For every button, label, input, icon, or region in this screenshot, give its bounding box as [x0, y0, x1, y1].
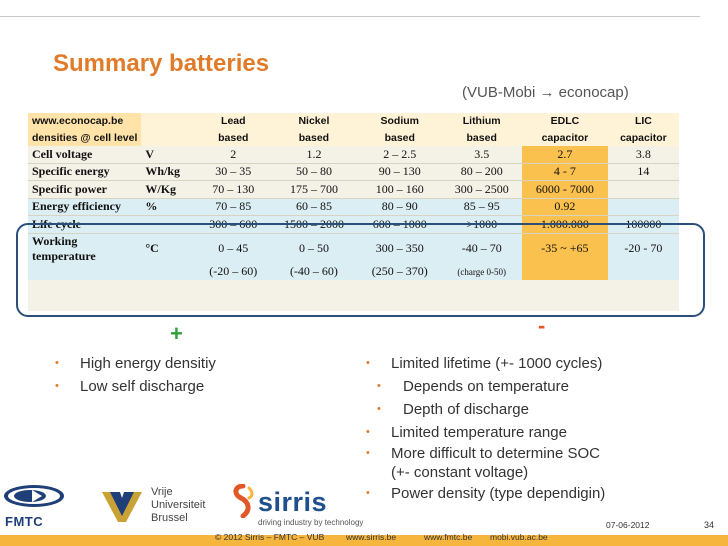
- based-cell: based: [441, 129, 523, 146]
- footer-copyright: © 2012 Sirris – FMTC – VUB: [215, 532, 325, 542]
- footer-link-sirris[interactable]: www.sirris.be: [346, 532, 397, 542]
- col-header: Lithium: [441, 113, 523, 130]
- page-number: 34: [704, 520, 715, 530]
- table-row: Energy efficiency % 70 – 85 60 – 85 80 –…: [28, 198, 679, 216]
- based-cell: capacitor: [607, 129, 679, 146]
- highlight-rounded-box: [16, 223, 705, 317]
- list-subitem: • Depends on temperature: [366, 375, 605, 398]
- sirris-tagline: driving industry by technology: [258, 518, 364, 527]
- footer-bar: [0, 535, 728, 546]
- cons-list: • Limited lifetime (+- 1000 cycles) • Depe…: [366, 352, 605, 505]
- sirris-logo-text: sirris: [258, 487, 328, 517]
- list-item: • More difficult to determine SOC (+- cons…: [366, 445, 600, 481]
- list-item: • Limited lifetime (+- 1000 cycles): [366, 352, 605, 375]
- pros-list: • High energy densitiy • Low self discharg…: [55, 352, 216, 398]
- bullet-icon: •: [366, 487, 370, 499]
- col-header: Lead: [196, 113, 270, 130]
- bullet-icon: •: [377, 403, 381, 415]
- col-header: EDLC: [522, 113, 608, 130]
- top-divider: [0, 16, 700, 17]
- sirris-logo-icon: [233, 484, 254, 518]
- bullet-icon: •: [55, 357, 59, 369]
- table-row: Cell voltage V 2 1.2 2 – 2.5 3.5 2.7 3.8: [28, 146, 679, 164]
- table-row: (-20 – 60) (-40 – 60) (250 – 370) (charg…: [28, 263, 679, 280]
- fmtc-logo-icon: [4, 485, 64, 507]
- bullet-icon: •: [55, 380, 59, 392]
- fmtc-logo-text: FMTC: [5, 514, 44, 529]
- battery-comparison-table: www.econocap.be Lead Nickel Sodium Lithi…: [28, 113, 679, 280]
- list-item: • Low self discharge: [55, 375, 216, 398]
- battery-table-image: www.econocap.be Lead Nickel Sodium Lithi…: [28, 113, 679, 311]
- based-cell: capacitor: [522, 129, 608, 146]
- page-subtitle: (VUB-Mobi → econocap): [462, 84, 629, 101]
- col-header: Nickel: [269, 113, 359, 130]
- bullet-icon: •: [377, 380, 381, 392]
- list-subitem: • Depth of discharge: [366, 398, 605, 421]
- col-header: LIC: [607, 113, 679, 130]
- table-header-row: www.econocap.be Lead Nickel Sodium Lithi…: [28, 113, 679, 130]
- based-cell: based: [269, 129, 359, 146]
- based-cell: based: [358, 129, 442, 146]
- plus-sign: +: [170, 321, 183, 346]
- list-item: • Power density (type dependigin): [366, 482, 605, 505]
- table-row: Working temperature °C 0 – 45 0 – 50 300…: [28, 233, 679, 264]
- footer-date: 07-06-2012: [606, 520, 650, 530]
- table-row: Specific energy Wh/kg 30 – 35 50 – 80 90…: [28, 163, 679, 181]
- list-item: • Limited temperature range: [366, 421, 605, 444]
- col-header: Sodium: [358, 113, 442, 130]
- vub-logo-icon: [102, 492, 142, 522]
- vub-logo-text: Vrije Universiteit Brussel: [151, 486, 206, 524]
- table-based-row: densities @ cell level based based based…: [28, 129, 679, 146]
- footer-link-fmtc[interactable]: www.fmtc.be: [424, 532, 473, 542]
- source-cell: www.econocap.be: [28, 113, 142, 130]
- based-cell: based: [196, 129, 270, 146]
- footer-link-vub[interactable]: mobi.vub.ac.be: [490, 532, 548, 542]
- table-row: Specific power W/Kg 70 – 130 175 – 700 1…: [28, 180, 679, 199]
- bullet-icon: •: [366, 357, 370, 369]
- list-item: • High energy densitiy: [55, 352, 216, 375]
- bullet-icon: •: [366, 447, 370, 459]
- cell-level-label: densities @ cell level: [28, 129, 142, 146]
- minus-sign: -: [538, 313, 546, 338]
- page-title: Summary batteries: [53, 50, 270, 77]
- bullet-icon: •: [366, 426, 370, 438]
